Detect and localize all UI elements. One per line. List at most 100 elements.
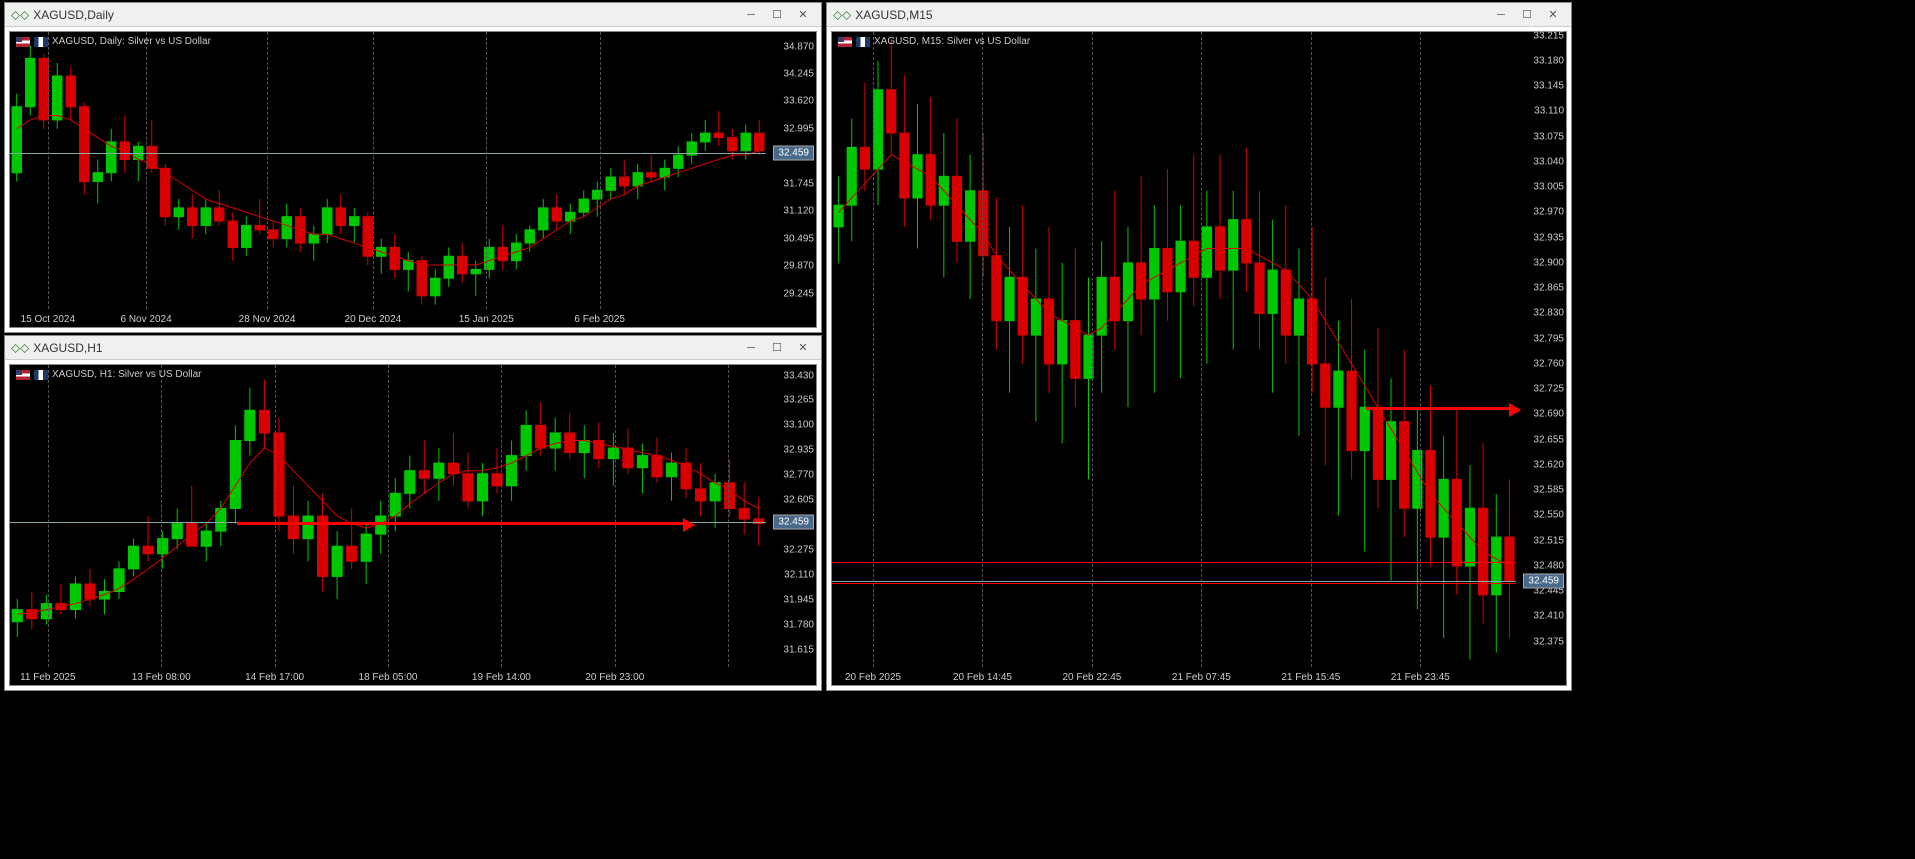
y-tick-label: 32.515 [1533, 535, 1564, 546]
y-tick-label: 32.900 [1533, 257, 1564, 268]
y-tick-label: 32.655 [1533, 434, 1564, 445]
chart-label: XAGUSD, H1: Silver vs US Dollar [16, 369, 201, 380]
close-button[interactable]: ✕ [791, 6, 815, 24]
x-axis: 20 Feb 202520 Feb 14:4520 Feb 22:4521 Fe… [832, 667, 1516, 685]
y-tick-label: 34.245 [783, 68, 814, 79]
titlebar-h1[interactable]: ⬦⬦ XAGUSD,H1 ─ ☐ ✕ [5, 336, 821, 360]
close-button[interactable]: ✕ [1541, 6, 1565, 24]
y-axis: 33.21533.18033.14533.11033.07533.04033.0… [1516, 32, 1566, 667]
y-tick-label: 32.935 [1533, 232, 1564, 243]
y-tick-label: 32.865 [1533, 283, 1564, 294]
y-tick-label: 32.480 [1533, 560, 1564, 571]
x-tick-label: 6 Feb 2025 [574, 314, 625, 325]
x-tick-label: 20 Feb 22:45 [1062, 672, 1121, 683]
y-tick-label: 32.970 [1533, 207, 1564, 218]
chart-body[interactable]: XAGUSD, M15: Silver vs US Dollar 33.215 3… [827, 27, 1571, 690]
annotation-arrow [237, 522, 691, 525]
x-tick-label: 14 Feb 17:00 [245, 672, 304, 683]
chart-window-m15[interactable]: ⬦⬦ XAGUSD,M15 ─ ☐ ✕ XAGUSD, M15: Silver … [826, 2, 1572, 691]
current-price-tag: 32.459 [1523, 574, 1564, 589]
y-tick-label: 34.870 [783, 41, 814, 52]
x-tick-label: 28 Nov 2024 [239, 314, 296, 325]
grid-line [1420, 32, 1421, 667]
minimize-button[interactable]: ─ [739, 339, 763, 357]
y-tick-label: 32.995 [783, 123, 814, 134]
y-tick-label: 31.615 [783, 644, 814, 655]
grid-line [1201, 32, 1202, 667]
chart-window-h1[interactable]: ⬦⬦ XAGUSD,H1 ─ ☐ ✕ XAGUSD, H1: Silver vs… [4, 335, 822, 691]
symbol-icon [34, 370, 48, 380]
titlebar-m15[interactable]: ⬦⬦ XAGUSD,M15 ─ ☐ ✕ [827, 3, 1571, 27]
y-axis: 33.430 33.265 33.100 32.935 32.770 32.605 32.4… [766, 365, 816, 667]
x-tick-label: 6 Nov 2024 [121, 314, 172, 325]
grid-line [48, 365, 49, 667]
grid-line [873, 32, 874, 667]
maximize-button[interactable]: ☐ [765, 6, 789, 24]
chart-label: XAGUSD, M15: Silver vs US Dollar [838, 36, 1030, 47]
grid-line [388, 365, 389, 667]
candlestick-chart [10, 32, 766, 309]
y-tick-label: 32.375 [1533, 636, 1564, 647]
chart-icon: ⬦⬦ [11, 7, 29, 23]
window-title: XAGUSD,M15 [855, 8, 1489, 22]
y-tick-label: 32.690 [1533, 409, 1564, 420]
y-tick-label: 33.265 [783, 395, 814, 406]
annotation-arrow [1366, 407, 1516, 410]
y-tick-label: 33.145 [1533, 81, 1564, 92]
chart-label-text: XAGUSD, Daily: Silver vs US Dollar [52, 36, 211, 47]
x-tick-label: 11 Feb 2025 [20, 672, 75, 683]
symbol-icon [856, 37, 870, 47]
minimize-button[interactable]: ─ [739, 6, 763, 24]
y-tick-label: 31.745 [783, 178, 814, 189]
chart-body[interactable]: XAGUSD, H1: Silver vs US Dollar 33.43033… [5, 360, 821, 690]
x-tick-label: 18 Feb 05:00 [359, 672, 418, 683]
flag-icon [16, 370, 30, 380]
grid-line [48, 32, 49, 309]
y-axis: 34.87034.24533.62032.99532.45931.74531.1… [766, 32, 816, 309]
y-tick-label: 33.430 [783, 370, 814, 381]
chart-icon: ⬦⬦ [11, 340, 29, 356]
y-tick-label: 32.410 [1533, 611, 1564, 622]
y-tick-label: 32.770 [783, 470, 814, 481]
maximize-button[interactable]: ☐ [1515, 6, 1539, 24]
y-tick-label: 33.075 [1533, 131, 1564, 142]
y-tick-label: 33.180 [1533, 55, 1564, 66]
y-tick-label: 32.550 [1533, 510, 1564, 521]
y-tick-label: 33.620 [783, 96, 814, 107]
x-tick-label: 15 Oct 2024 [21, 314, 75, 325]
y-tick-label: 30.495 [783, 233, 814, 244]
grid-line [373, 32, 374, 309]
window-title: XAGUSD,H1 [33, 341, 739, 355]
current-price-tag: 32.459 [773, 145, 814, 160]
minimize-button[interactable]: ─ [1489, 6, 1513, 24]
y-tick-label: 29.870 [783, 261, 814, 272]
y-tick-label: 32.585 [1533, 485, 1564, 496]
titlebar-daily[interactable]: ⬦⬦ XAGUSD,Daily ─ ☐ ✕ [5, 3, 821, 27]
window-title: XAGUSD,Daily [33, 8, 739, 22]
grid-line [1311, 32, 1312, 667]
grid-line [146, 32, 147, 309]
close-button[interactable]: ✕ [791, 339, 815, 357]
y-tick-label: 33.100 [783, 420, 814, 431]
flag-icon [16, 37, 30, 47]
y-tick-label: 32.110 [784, 569, 814, 580]
y-tick-label: 29.245 [783, 288, 814, 299]
current-price-tag: 32.459 [773, 515, 814, 530]
grid-line [161, 365, 162, 667]
maximize-button[interactable]: ☐ [765, 339, 789, 357]
chart-body[interactable]: XAGUSD, Daily: Silver vs US Dollar 34.87… [5, 27, 821, 332]
chart-window-daily[interactable]: ⬦⬦ XAGUSD,Daily ─ ☐ ✕ XAGUSD, Daily: Sil… [4, 2, 822, 333]
y-tick-label: 32.725 [1533, 384, 1564, 395]
y-tick-label: 33.040 [1533, 156, 1564, 167]
y-tick-label: 33.005 [1533, 182, 1564, 193]
x-tick-label: 15 Jan 2025 [459, 314, 514, 325]
x-tick-label: 21 Feb 15:45 [1281, 672, 1340, 683]
y-tick-label: 33.215 [1533, 30, 1564, 41]
y-tick-label: 32.935 [783, 445, 814, 456]
x-tick-label: 13 Feb 08:00 [132, 672, 191, 683]
x-tick-label: 21 Feb 07:45 [1172, 672, 1231, 683]
y-tick-label: 32.605 [783, 495, 814, 506]
x-axis: 11 Feb 2025 13 Feb 08:00 14 Feb 17:00 18 Fe… [10, 667, 766, 685]
grid-line [501, 365, 502, 667]
grid-line [615, 365, 616, 667]
